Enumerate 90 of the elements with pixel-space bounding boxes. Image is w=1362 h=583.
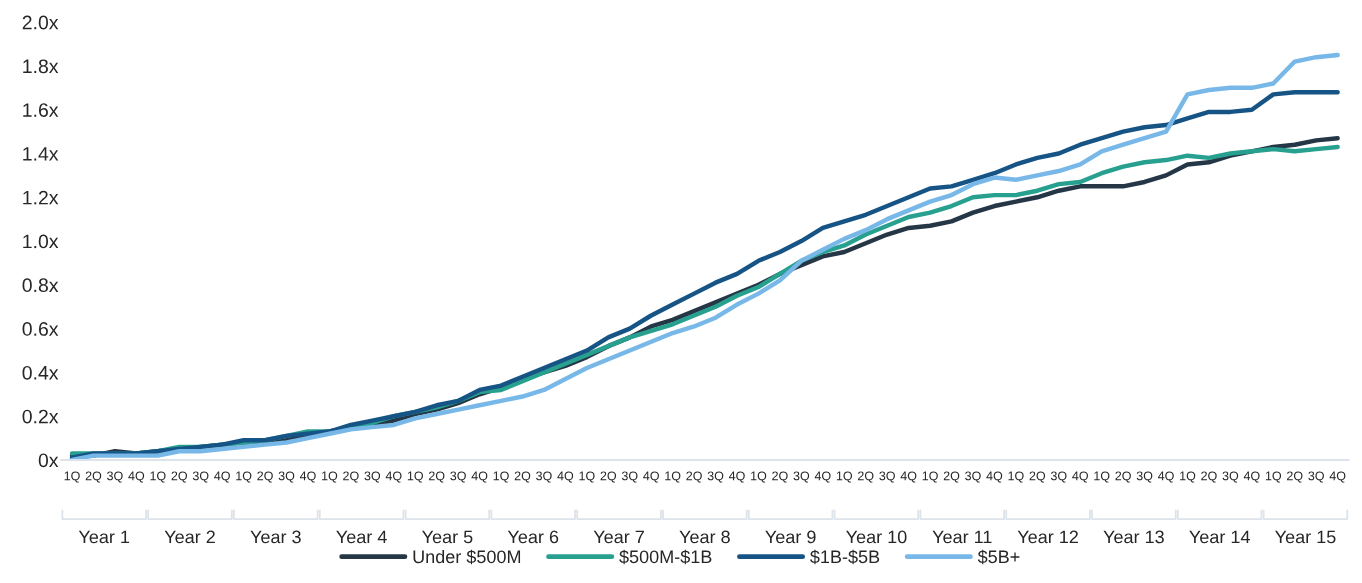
x-tick-label: 4Q — [471, 471, 488, 483]
x-tick-label: 3Q — [965, 471, 981, 483]
y-tick-label: 0.6x — [22, 322, 59, 336]
x-tick-label: 2Q — [858, 471, 874, 483]
x-tick-label: 1Q — [836, 471, 853, 483]
text: Year 2 — [164, 530, 215, 544]
x-tick-label: 3Q — [879, 471, 895, 483]
x-tick-label: 2Q — [343, 471, 359, 483]
y-tick-label: 1.2x — [23, 190, 59, 205]
text: Year 11 — [932, 530, 992, 544]
x-tick-label: 3Q — [1050, 471, 1067, 483]
text: Year 4 — [336, 530, 387, 544]
x-tick-label: 1Q — [665, 471, 681, 483]
x-tick-label: 2Q — [772, 471, 788, 483]
text: Year 12 — [1017, 530, 1078, 544]
x-tick-label: 1Q — [922, 471, 938, 483]
x-tick-label: 4Q — [986, 471, 1003, 483]
x-tick-label: 1Q — [64, 471, 80, 483]
x-tick-label: 2Q — [1201, 471, 1217, 483]
x-tick-label: 3Q — [793, 471, 810, 483]
x-tick-label: 1Q — [1094, 471, 1110, 483]
x-tick-label: 1Q — [1265, 471, 1282, 483]
x-tick-label: 1Q — [150, 471, 166, 483]
x-tick-label: 1Q — [407, 471, 423, 483]
x-tick-label: 4Q — [299, 471, 316, 483]
x-tick-label: 1Q — [579, 471, 595, 483]
x-tick-label: 4Q — [1329, 471, 1346, 483]
x-tick-label: 3Q — [1308, 471, 1324, 483]
legend-label: $5B+ — [977, 549, 1020, 565]
x-tick-label: 4Q — [1243, 471, 1260, 483]
y-tick-label: 0.8x — [22, 278, 59, 293]
text: Year 3 — [250, 530, 301, 544]
text: Year 7 — [593, 530, 644, 544]
x-tick-label: 2Q — [257, 471, 273, 483]
text: Year 1 — [78, 530, 130, 544]
x-tick-label: 4Q — [128, 471, 145, 483]
text: Year 8 — [679, 530, 730, 544]
y-tick-label: 2.0x — [22, 15, 59, 30]
x-tick-label: 2Q — [514, 471, 531, 483]
legend-label: Under $500M — [413, 549, 521, 565]
text: Year 13 — [1103, 530, 1164, 544]
legend-label: $500M-$1B — [619, 549, 712, 565]
x-tick-label: 3Q — [107, 471, 123, 483]
x-tick-label: 3Q — [1136, 471, 1153, 483]
x-tick-label: 2Q — [1287, 471, 1303, 483]
y-tick-label: 1.4x — [23, 147, 59, 161]
x-tick-label: 1Q — [751, 471, 767, 483]
x-tick-label: 2Q — [943, 471, 960, 483]
legend-label: $1B-$5B — [810, 549, 880, 565]
x-tick-label: 4Q — [728, 471, 745, 483]
x-tick-label: 3Q — [536, 471, 552, 483]
text: Year 10 — [846, 530, 907, 544]
x-tick-label: 3Q — [450, 471, 466, 483]
x-tick-label: 2Q — [1029, 471, 1046, 483]
x-tick-label: 1Q — [1008, 471, 1024, 483]
x-tick-label: 4Q — [900, 471, 917, 483]
x-tick-label: 3Q — [192, 471, 209, 483]
text: Year 15 — [1275, 530, 1336, 544]
x-tick-label: 2Q — [600, 471, 617, 483]
x-tick-label: 4Q — [643, 471, 659, 483]
text: Year 5 — [422, 530, 473, 544]
x-tick-label: 3Q — [1222, 471, 1239, 483]
x-tick-label: 2Q — [171, 471, 188, 483]
x-tick-label: 1Q — [236, 471, 252, 483]
y-tick-label: 0.4x — [22, 365, 59, 380]
x-tick-label: 2Q — [85, 471, 102, 483]
x-tick-label: 3Q — [707, 471, 724, 483]
x-tick-label: 4Q — [214, 471, 230, 483]
x-tick-label: 3Q — [621, 471, 638, 483]
y-tick-label: 1.6x — [23, 103, 59, 117]
x-tick-label: 2Q — [428, 471, 445, 483]
x-tick-label: 4Q — [385, 471, 402, 483]
x-tick-label: 4Q — [1072, 471, 1088, 483]
text: Year 6 — [507, 530, 559, 544]
y-tick-label: 0.2x — [22, 409, 59, 424]
x-tick-label: 2Q — [1115, 471, 1131, 483]
x-tick-label: 1Q — [322, 471, 338, 483]
y-tick-label: 0x — [38, 453, 59, 468]
x-tick-label: 2Q — [686, 471, 702, 483]
x-tick-label: 3Q — [364, 471, 381, 483]
x-tick-label: 1Q — [493, 471, 509, 483]
y-tick-label: 1.0x — [23, 234, 59, 249]
y-tick-label: 1.8x — [23, 59, 59, 74]
text: Year 14 — [1189, 530, 1250, 544]
x-tick-label: 4Q — [557, 471, 574, 483]
x-tick-label: 1Q — [1180, 471, 1196, 483]
x-tick-label: 4Q — [814, 471, 831, 483]
x-tick-label: 3Q — [278, 471, 295, 483]
text: Year 9 — [765, 530, 816, 544]
x-tick-label: 4Q — [1157, 471, 1174, 483]
